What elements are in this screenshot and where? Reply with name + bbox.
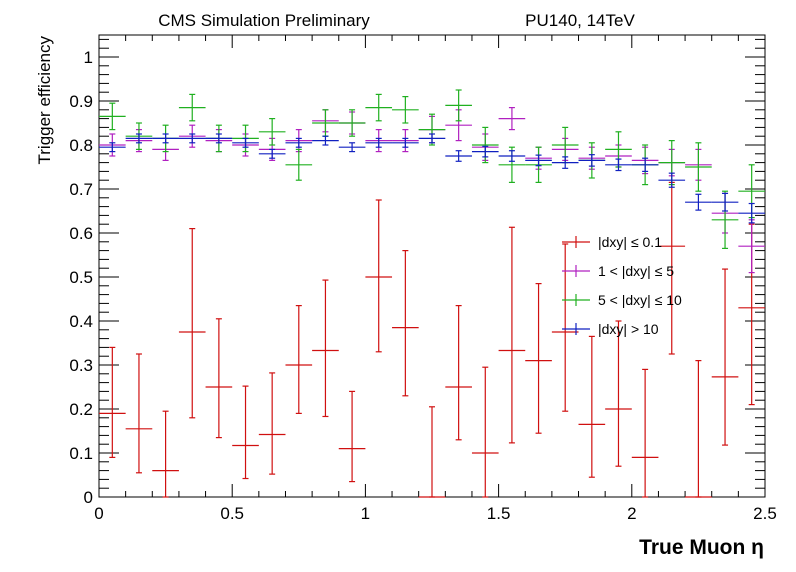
y-tick-label: 0.5	[69, 268, 93, 287]
x-axis-label: True Muon η	[639, 536, 764, 559]
header-left-text: CMS Simulation Preliminary	[158, 11, 370, 30]
series-layer	[99, 89, 765, 498]
x-tick-label: 2	[627, 504, 636, 523]
y-tick-label: 0.4	[69, 312, 93, 331]
legend-label-3: |dxy| > 10	[598, 321, 659, 337]
y-tick-label: 0.2	[69, 400, 93, 419]
y-tick-label: 1	[84, 48, 93, 67]
y-tick-label: 0.1	[69, 444, 93, 463]
legend: |dxy| ≤ 0.1 1 < |dxy| ≤ 5 5 < |dxy| ≤ 10 |d…	[562, 234, 682, 337]
series-2	[99, 89, 765, 249]
y-tick-label: 0.3	[69, 356, 93, 375]
y-tick-label: 0.8	[69, 136, 93, 155]
legend-label-2: 5 < |dxy| ≤ 10	[598, 292, 682, 308]
y-axis: 0 0.1 0.2 0.3 0.4 0.5 0.6 0.7 0.8 0.9 1	[69, 38, 765, 507]
series-0	[99, 181, 765, 498]
y-axis-label: Trigger efficiency	[35, 36, 54, 165]
y-tick-label: 0.6	[69, 224, 93, 243]
legend-label-0: |dxy| ≤ 0.1	[598, 234, 662, 250]
x-tick-label: 2.5	[753, 504, 777, 523]
x-tick-label: 1.5	[487, 504, 511, 523]
x-tick-label: 0.5	[220, 504, 244, 523]
legend-label-1: 1 < |dxy| ≤ 5	[598, 263, 674, 279]
series-3	[99, 133, 765, 224]
y-tick-label: 0	[84, 488, 93, 507]
header-right-text: PU140, 14TeV	[525, 11, 635, 30]
x-tick-label: 1	[361, 504, 370, 523]
y-tick-label: 0.7	[69, 180, 93, 199]
x-axis: 0 0.5 1 1.5 2 2.5	[94, 35, 777, 523]
y-tick-label: 0.9	[69, 92, 93, 111]
x-tick-label: 0	[94, 504, 103, 523]
